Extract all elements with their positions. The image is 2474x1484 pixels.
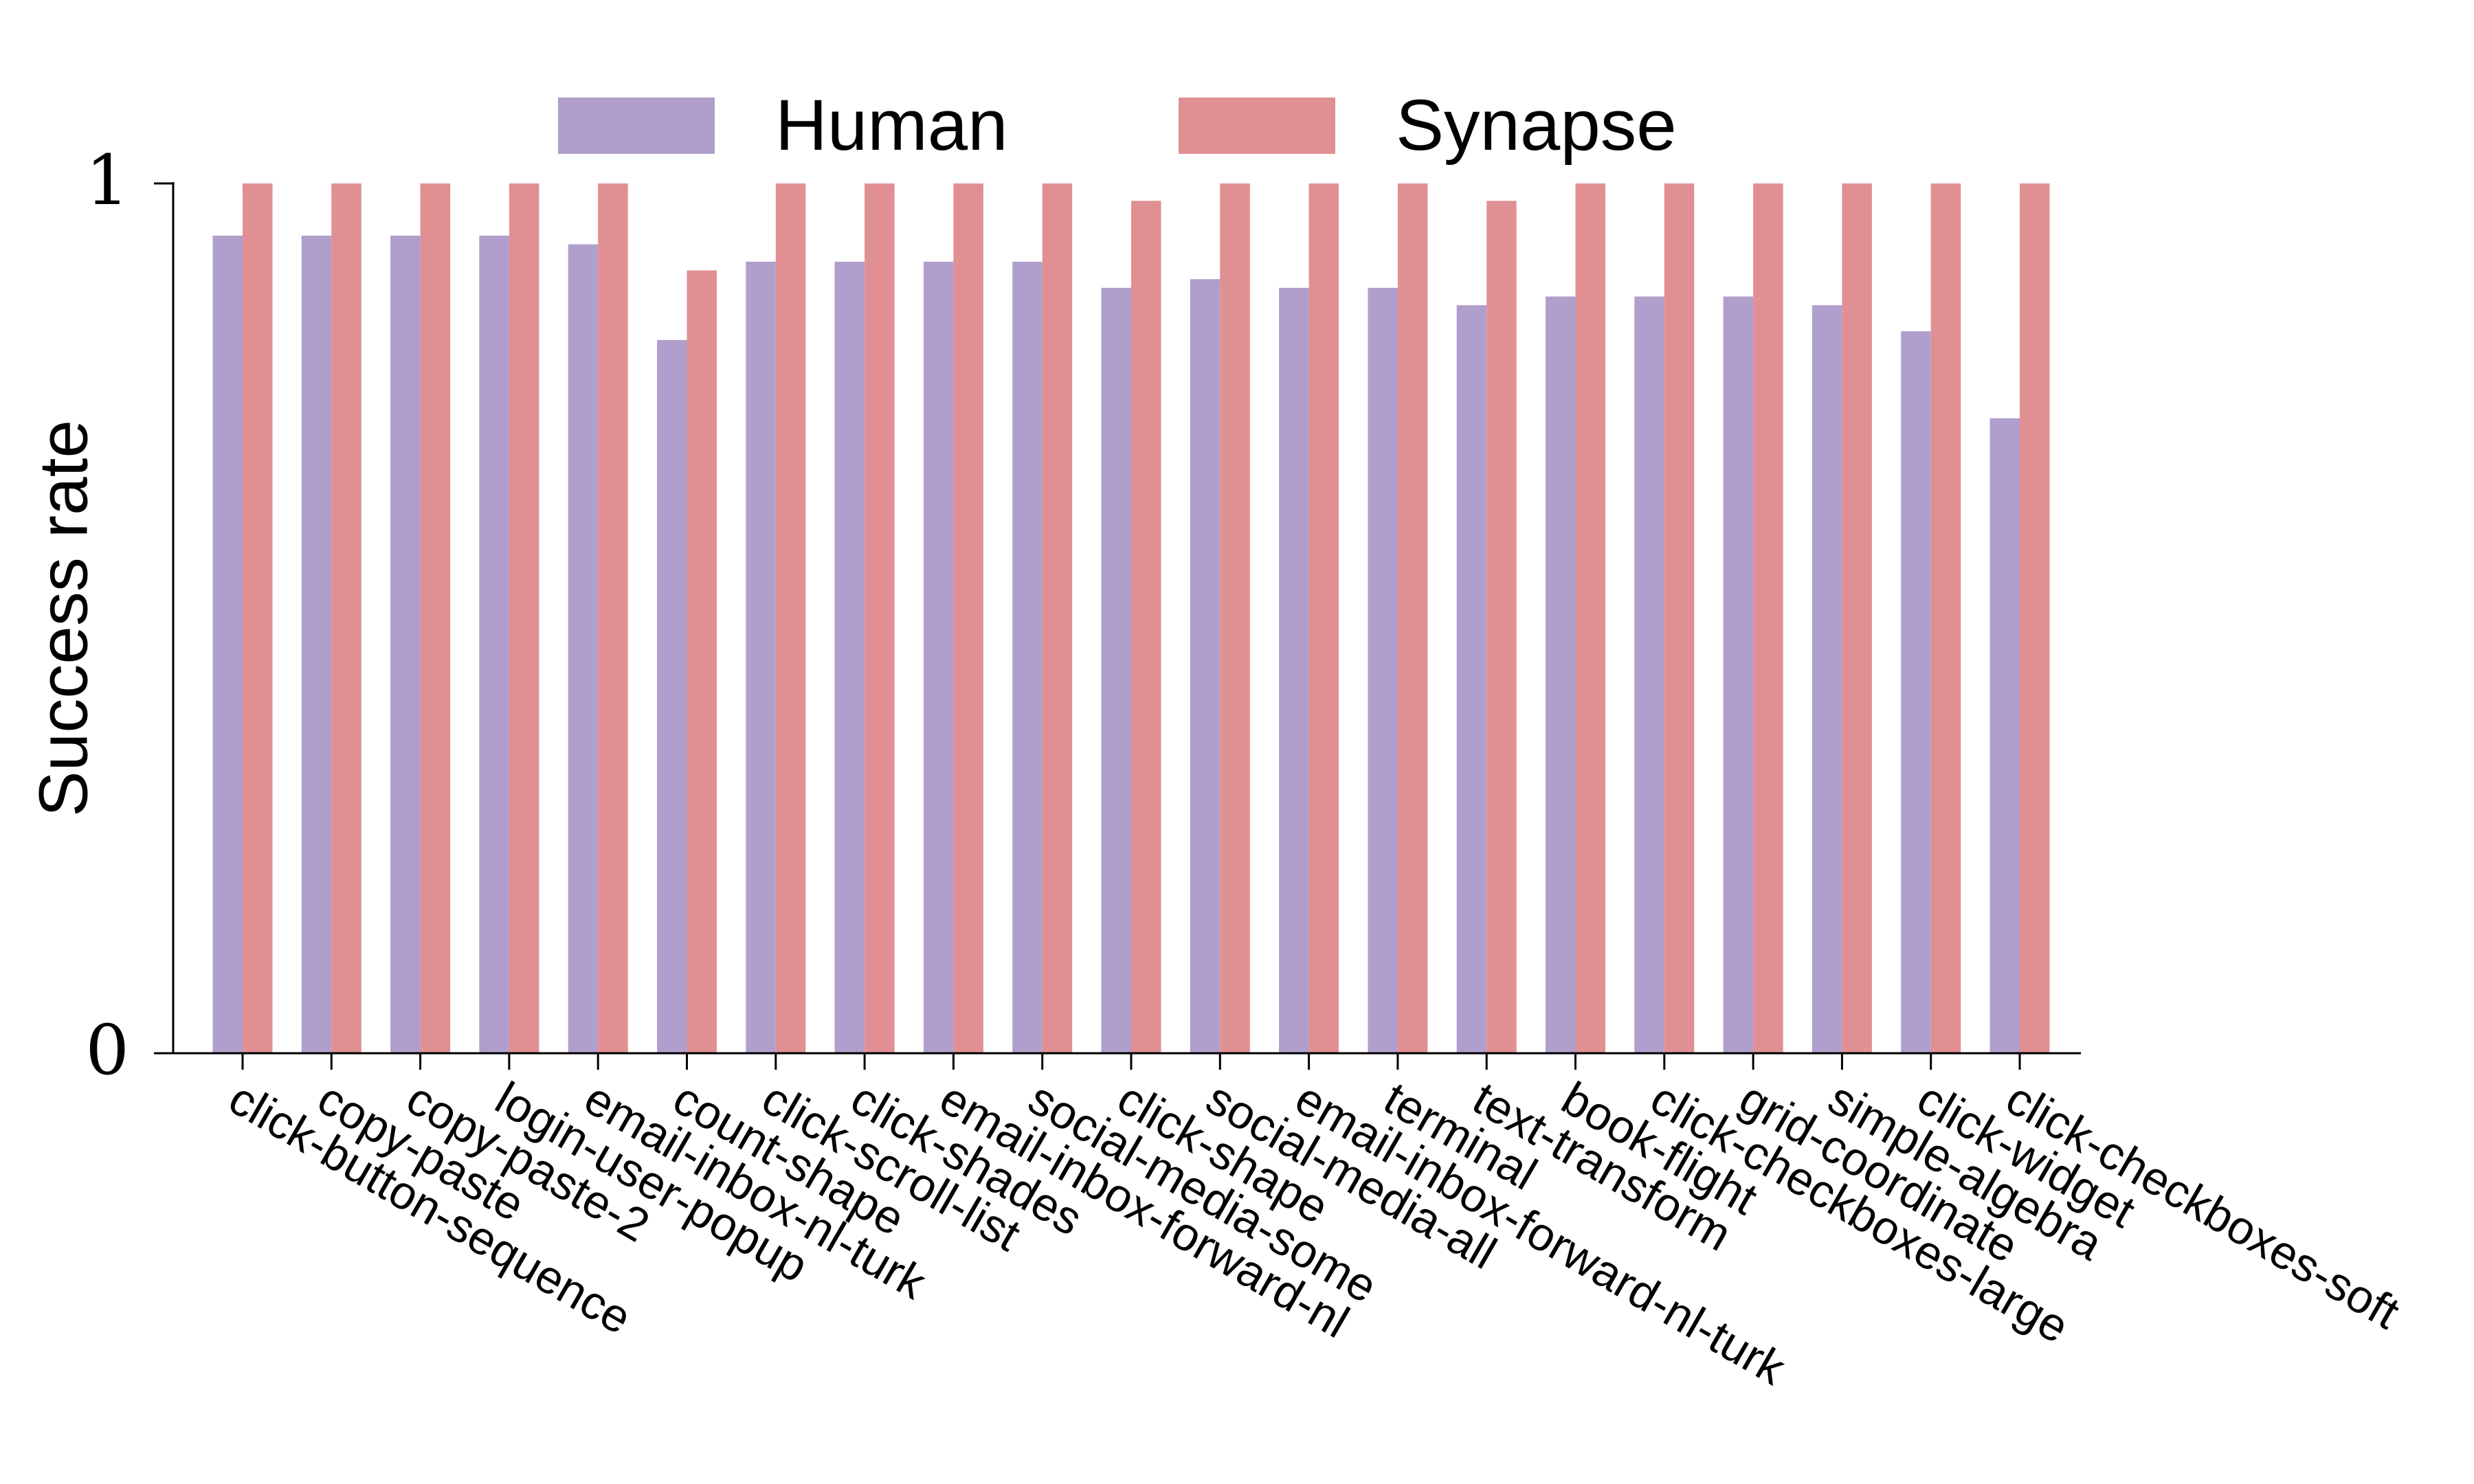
bar-synapse-copy-paste-2 <box>420 183 451 1053</box>
bar-synapse-text-transform <box>1486 201 1517 1053</box>
bar-human-email-inbox-nl-turk <box>568 244 599 1054</box>
bar-human-click-scroll-list <box>746 261 776 1053</box>
bar-human-social-media-all <box>1190 279 1221 1053</box>
x-tick-labels: click-button-sequencecopy-pastecopy-past… <box>221 1053 2408 1395</box>
bar-synapse-count-shape <box>687 270 717 1054</box>
bar-synapse-copy-paste <box>331 183 361 1053</box>
bar-synapse-email-inbox-nl-turk <box>598 183 628 1053</box>
bar-synapse-login-user-popup <box>509 183 539 1053</box>
bar-synapse-email-inbox-forward-nl <box>953 183 983 1053</box>
bar-human-count-shape <box>657 339 687 1053</box>
bar-human-click-checkboxes-large <box>1634 296 1664 1054</box>
bar-human-text-transform <box>1456 305 1487 1054</box>
legend-label-human: Human <box>775 85 1007 166</box>
bar-human-click-shape <box>1101 287 1131 1053</box>
bar-synapse-click-scroll-list <box>775 183 806 1053</box>
bar-human-copy-paste <box>301 236 332 1053</box>
bar-human-social-media-some <box>1012 261 1043 1053</box>
bar-synapse-social-media-all <box>1220 183 1250 1053</box>
bar-synapse-click-button-sequence <box>243 183 273 1053</box>
y-axis-label: Success rate <box>25 420 102 817</box>
bar-human-copy-paste-2 <box>390 236 421 1053</box>
bar-human-login-user-popup <box>479 236 509 1053</box>
bar-synapse-book-flight <box>1575 183 1605 1053</box>
bar-synapse-click-widget <box>1930 183 1961 1053</box>
bar-human-email-inbox-forward-nl-turk <box>1279 287 1309 1053</box>
bar-synapse-terminal <box>1397 183 1428 1053</box>
y-tick-label: 1 <box>85 140 129 221</box>
bar-synapse-email-inbox-forward-nl-turk <box>1308 183 1339 1053</box>
bars-group <box>212 183 2050 1054</box>
axes-group: 01 <box>85 140 2081 1090</box>
bar-human-click-button-sequence <box>212 236 243 1053</box>
bar-synapse-click-shape <box>1131 201 1161 1053</box>
bar-synapse-click-checkboxes-soft <box>2020 183 2050 1053</box>
legend-label-synapse: Synapse <box>1396 85 1677 166</box>
bar-human-book-flight <box>1546 296 1576 1054</box>
bar-synapse-simple-algebra <box>1842 183 1872 1053</box>
legend-swatch-synapse <box>1179 98 1335 154</box>
bar-human-click-shades <box>834 261 865 1053</box>
bar-synapse-social-media-some <box>1042 183 1073 1053</box>
bar-synapse-click-shades <box>865 183 895 1053</box>
bar-human-email-inbox-forward-nl <box>923 261 954 1053</box>
bar-synapse-grid-coordinate <box>1753 183 1783 1053</box>
bar-human-terminal <box>1368 287 1398 1053</box>
y-tick-label: 0 <box>85 1010 129 1090</box>
bar-human-simple-algebra <box>1812 305 1842 1054</box>
bar-human-grid-coordinate <box>1723 296 1754 1054</box>
bar-human-click-checkboxes-soft <box>1990 418 2020 1053</box>
bar-synapse-click-checkboxes-large <box>1664 183 1695 1053</box>
legend: Human Synapse <box>558 85 1677 166</box>
bar-human-click-widget <box>1901 331 1931 1054</box>
legend-swatch-human <box>558 98 715 154</box>
